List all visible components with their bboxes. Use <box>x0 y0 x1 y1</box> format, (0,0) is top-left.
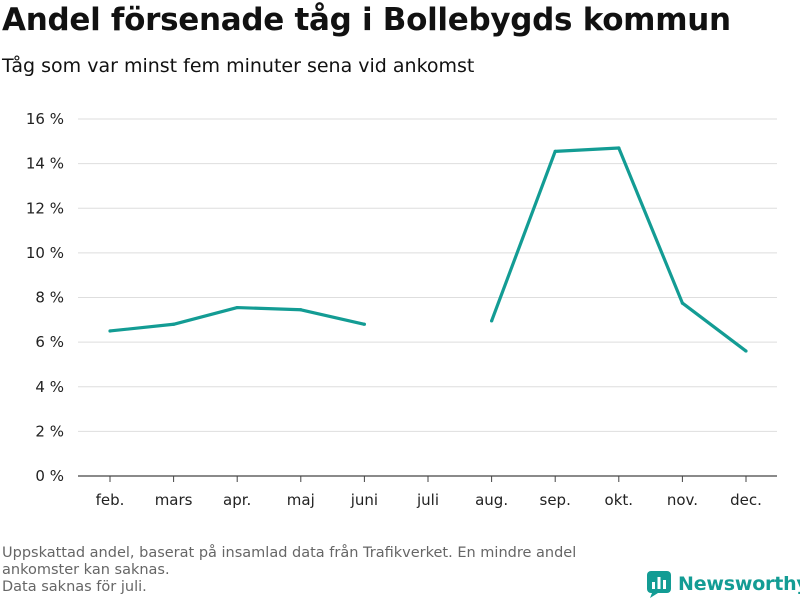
footnote: Uppskattad andel, baserat på insamlad da… <box>2 545 642 596</box>
gridlines <box>78 118 777 477</box>
x-tick-label: okt. <box>605 491 634 509</box>
y-tick-label: 8 % <box>35 289 64 307</box>
x-tick-label: feb. <box>96 491 125 509</box>
y-tick-label: 10 % <box>26 244 64 262</box>
chart-title: Andel försenade tåg i Bollebygds kommun <box>2 2 731 38</box>
x-tick-label: nov. <box>667 491 698 509</box>
line-chart: 0 % 2 % 4 % 6 % 8 % 10 % 12 % 14 % 16 % feb. mars… <box>26 110 777 509</box>
x-tick-label: maj <box>287 491 315 509</box>
chart-subtitle: Tåg som var minst fem minuter sena vid a… <box>2 55 475 77</box>
data-point <box>744 349 748 353</box>
series-line-segment <box>109 305 365 333</box>
y-tick-label: 16 % <box>26 110 64 128</box>
series-line-segment <box>490 146 747 353</box>
y-tick-label: 4 % <box>35 378 64 396</box>
y-tick-label: 12 % <box>26 199 64 217</box>
series-lines <box>108 146 748 353</box>
brand-name: Newsworthy <box>678 573 800 595</box>
x-tick-label: juli <box>416 491 439 509</box>
x-tick-label: aug. <box>475 491 508 509</box>
data-point <box>108 329 112 333</box>
data-point <box>299 308 303 312</box>
data-point <box>553 149 557 153</box>
x-tick-label: mars <box>155 491 193 509</box>
y-tick-label: 0 % <box>35 467 64 485</box>
y-tick-label: 14 % <box>26 155 64 173</box>
data-point <box>680 301 685 305</box>
data-point <box>490 319 494 323</box>
x-tick-label: apr. <box>223 491 251 509</box>
x-tick-label: sep. <box>540 491 571 509</box>
data-point <box>235 305 239 310</box>
x-tick-label: juni <box>350 491 378 509</box>
y-tick-label: 6 % <box>35 333 64 351</box>
newsworthy-brand: Newsworthy <box>646 568 800 600</box>
newsworthy-logo-icon <box>647 571 671 598</box>
data-point <box>172 322 176 326</box>
footnote-line-3: Data saknas för juli. <box>2 579 147 595</box>
data-point <box>617 146 621 150</box>
x-tick-label: dec. <box>730 491 762 509</box>
y-axis-ticks: 0 % 2 % 4 % 6 % 8 % 10 % 12 % 14 % 16 % <box>26 110 64 485</box>
data-point <box>362 322 366 326</box>
y-tick-label: 2 % <box>35 422 64 440</box>
footnote-line-2: ankomster kan saknas. <box>2 562 170 578</box>
footnote-line-1: Uppskattad andel, baserat på insamlad da… <box>2 545 577 561</box>
x-axis-ticks: feb. mars apr. maj juni juli aug. sep. okt. nov. d… <box>96 476 762 509</box>
